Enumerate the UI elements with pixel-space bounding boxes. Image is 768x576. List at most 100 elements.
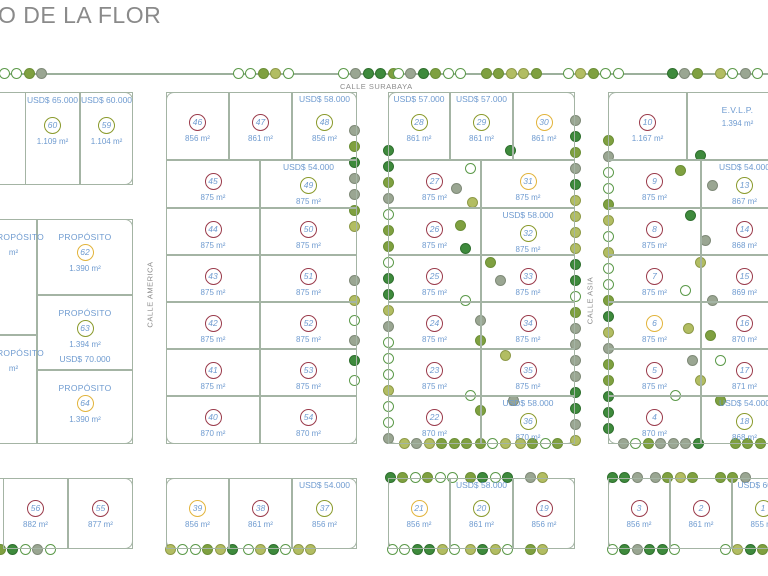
lot-number-badge: 41 [204,362,222,379]
tree-icon [242,543,254,555]
lot-53[interactable]: 53 875 m² [260,349,357,396]
lot-37[interactable]: USD$ 54.000 37 856 m² [292,478,357,549]
lot-l2[interactable]: PROPÓSITO m² [0,335,45,444]
lot-13[interactable]: USD$ 54.000 13 867 m² [701,160,768,208]
lot-51[interactable]: 51 875 m² [260,255,357,302]
tree-icon [489,471,501,483]
lot-50[interactable]: 50 875 m² [260,208,357,255]
lot-26[interactable]: 26 875 m² [388,208,481,255]
lot-62[interactable]: PROPÓSITO 62 1.390 m² [37,219,133,295]
lot-area: 875 m² [296,288,321,297]
lot-34[interactable]: 34 875 m² [481,302,575,349]
lot-52[interactable]: 52 875 m² [260,302,357,349]
lot-60[interactable]: USD$ 65.000 60 1.109 m² [25,92,80,185]
lot-number-badge: 15 [736,268,753,285]
lot-area: 870 m² [515,433,541,442]
lot-59[interactable]: USD$ 60.000 59 1.104 m² [80,92,133,185]
lot-2[interactable]: 2 861 m² [670,478,732,549]
lot-36[interactable]: USD$ 58.000 36 870 m² [481,396,575,444]
lot-31[interactable]: 31 875 m² [481,160,575,208]
lot-7[interactable]: 7 875 m² [608,255,701,302]
lot-43[interactable]: 43 875 m² [166,255,260,302]
lot-area: 1.167 m² [631,134,664,143]
tree-icon [744,543,756,555]
lot-10[interactable]: 10 1.167 m² [608,92,687,160]
lot-46[interactable]: 46 856 m² [166,92,229,160]
lot-55[interactable]: 55 877 m² [68,478,133,549]
lot-area: 1.104 m² [90,137,123,146]
tree-icon [19,543,31,555]
lot-49[interactable]: USD$ 54.000 49 875 m² [260,160,357,208]
lot-number-badge: 52 [300,315,317,332]
lot-17[interactable]: 17 871 m² [701,349,768,396]
lot-18[interactable]: USD$ 54.000 18 868 m² [701,396,768,444]
tree-icon [348,314,360,326]
tree-icon [504,144,516,156]
lot-6[interactable]: 6 875 m² [608,302,701,349]
lot-32[interactable]: USD$ 58.000 32 875 m² [481,208,575,255]
lot-16[interactable]: 16 870 m² [701,302,768,349]
lot-54[interactable]: 54 870 m² [260,396,357,444]
lot-45[interactable]: 45 875 m² [166,160,260,208]
tree-icon [337,67,349,79]
lot-41[interactable]: 41 875 m² [166,349,260,396]
tree-icon [409,471,421,483]
lot-21[interactable]: 21 856 m² [388,478,450,549]
tree-icon [674,471,686,483]
lot-area: 861 m² [688,520,714,529]
tree-icon [649,471,661,483]
lot-area: 861 m² [531,134,557,143]
lot-35[interactable]: 35 875 m² [481,349,575,396]
lot-l1[interactable]: PROPÓSITO m² [0,219,44,335]
lot-number-badge: 5 [646,362,663,379]
lot-48[interactable]: USD$ 58.000 48 856 m² [292,92,357,160]
lot-27[interactable]: 27 875 m² [388,160,481,208]
lot-47[interactable]: 47 861 m² [229,92,292,160]
lot-area: 861 m² [469,520,494,529]
lot-63[interactable]: PROPÓSITO 63 1.394 m² USD$ 70.000 [37,295,133,370]
lot-area: 868 m² [732,433,757,442]
tree-icon [348,188,360,200]
tree-icon [739,67,751,79]
tree-icon [292,543,304,555]
tree-icon [392,67,404,79]
lot-20[interactable]: USD$ 58.000 20 861 m² [450,478,513,549]
lot-22[interactable]: 22 870 m² [388,396,481,444]
lot-24[interactable]: 24 875 m² [388,302,481,349]
lot-23[interactable]: 23 875 m² [388,349,481,396]
lot-25[interactable]: 25 875 m² [388,255,481,302]
lot-5[interactable]: 5 875 m² [608,349,701,396]
lot-40[interactable]: 40 870 m² [166,396,260,444]
lot-28[interactable]: USD$ 57.000 28 861 m² [388,92,450,160]
tree-icon [569,338,581,350]
lot-15[interactable]: 15 869 m² [701,255,768,302]
lot-4[interactable]: 4 870 m² [608,396,701,444]
lot-label: PROPÓSITO [0,348,45,358]
lot-number-badge: 48 [316,114,333,131]
lot-9[interactable]: 9 875 m² [608,160,701,208]
lot-64[interactable]: PROPÓSITO 64 1.390 m² [37,370,133,444]
lot-evlp[interactable]: E.V.L.P. 1.394 m² [687,92,768,160]
lot-39[interactable]: 39 856 m² [166,478,229,549]
lot-29[interactable]: USD$ 57.000 29 861 m² [450,92,513,160]
lot-8[interactable]: 8 875 m² [608,208,701,255]
tree-icon [752,67,763,79]
lot-44[interactable]: 44 875 m² [166,208,260,255]
lot-38[interactable]: 38 861 m² [229,478,292,549]
tree-icon [691,67,703,79]
lot-number-badge: 1 [754,500,768,517]
lot-label: E.V.L.P. [721,105,754,115]
lot-56[interactable]: 56 882 m² [3,478,68,549]
lot-30[interactable]: 30 861 m² [513,92,575,160]
lot-33[interactable]: 33 875 m² [481,255,575,302]
lot-42[interactable]: 42 875 m² [166,302,260,349]
lot-area: 868 m² [732,241,757,250]
lot-number-badge: 33 [519,268,537,285]
tree-icon [606,543,618,555]
lot-number-badge: 20 [473,500,490,517]
lot-1[interactable]: USD$ 60.000 1 855 m² [732,478,768,549]
lot-3[interactable]: 3 856 m² [608,478,670,549]
lot-14[interactable]: 14 868 m² [701,208,768,255]
lot-price: USD$ 60.000 [81,95,133,105]
lot-19[interactable]: 19 856 m² [513,478,575,549]
